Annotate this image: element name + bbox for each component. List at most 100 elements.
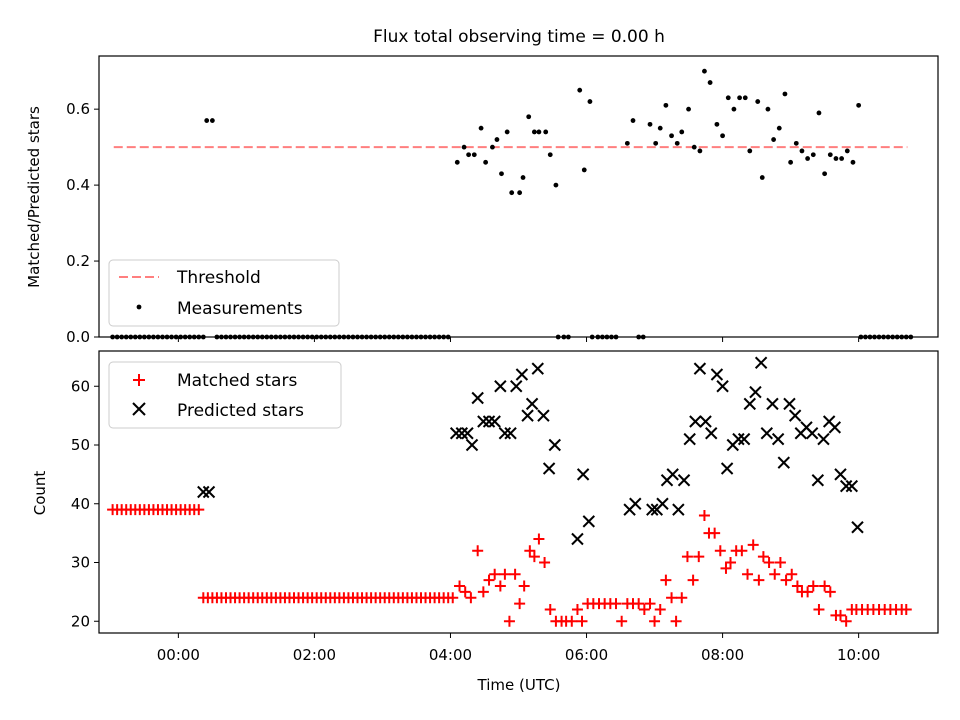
predicted-star-point — [783, 397, 796, 411]
matched-star-point — [791, 580, 803, 592]
measurement-point — [543, 129, 549, 135]
matched-star-point — [693, 551, 705, 563]
measurement-point — [526, 114, 532, 120]
predicted-star-point — [839, 479, 853, 493]
matched-star-point — [654, 604, 666, 615]
measurement-point — [805, 156, 811, 161]
predicted-star-point — [498, 427, 512, 440]
predicted-star-point — [582, 515, 596, 528]
predicted-star-point — [689, 415, 702, 428]
measurement-point — [483, 159, 489, 165]
predicted-star-point — [571, 532, 584, 546]
measurement-point — [742, 95, 748, 101]
matched-star-point — [753, 574, 765, 586]
matched-star-point — [834, 609, 846, 621]
measurement-point — [499, 171, 504, 177]
matched-star-point — [666, 592, 678, 604]
x-tick-label: 04:00 — [429, 646, 472, 664]
predicted-star-point — [488, 415, 501, 428]
bottom-y-axis-label: Count — [31, 471, 49, 516]
matched-star-point — [576, 615, 588, 627]
measurement-point — [674, 140, 680, 146]
matched-star-point — [472, 545, 484, 557]
predicted-star-point — [471, 391, 484, 405]
matched-star-point — [528, 551, 540, 563]
top-y-axis-label: Matched/Predicted stars — [25, 106, 43, 288]
predicted-star-point — [515, 368, 529, 381]
measurement-point — [850, 159, 856, 165]
matched-star-point — [709, 527, 721, 539]
measurement-point — [697, 148, 703, 154]
matched-star-point — [786, 568, 798, 580]
matched-star-point — [769, 568, 781, 580]
matched-star-point — [660, 574, 672, 586]
predicted-star-point — [720, 462, 734, 475]
matched-star-point — [687, 574, 699, 586]
predicted-star-point — [754, 356, 768, 369]
predicted-star-point — [743, 397, 756, 411]
measurement-point — [494, 137, 500, 142]
matched-star-point — [802, 586, 814, 598]
legend-matched-label: Matched stars — [177, 371, 297, 391]
matched-star-point — [499, 568, 511, 580]
measurement-point — [581, 167, 587, 173]
predicted-star-point — [677, 474, 691, 487]
predicted-star-point — [461, 427, 474, 440]
matched-star-point — [483, 574, 495, 586]
bottom-y-ticks: 20 30 40 50 60 — [71, 377, 99, 630]
top-legend: Threshold Measurements — [108, 259, 340, 327]
legend-matched-swatch — [133, 374, 145, 386]
measurement-point — [737, 95, 742, 101]
matched-star-point — [533, 533, 545, 545]
measurement-point — [731, 106, 737, 112]
predicted-star-point — [542, 462, 556, 475]
top-panel: 0.0 0.2 0.4 0.6 Matched/Predicted stars Thr… — [25, 55, 939, 346]
measurement-point — [509, 190, 515, 196]
x-tick-label: 02:00 — [293, 646, 336, 664]
measurement-point — [799, 148, 805, 154]
matched-star-point — [571, 604, 583, 615]
matched-star-point — [518, 580, 530, 592]
matched-star-point — [447, 592, 459, 604]
measurement-point — [536, 129, 542, 135]
predicted-star-point — [548, 438, 561, 452]
measurement-point — [461, 144, 467, 150]
measurement-point — [478, 125, 484, 131]
matched-star-point — [763, 557, 775, 568]
matched-star-point — [780, 574, 792, 586]
y-tick-label: 30 — [71, 554, 90, 572]
predicted-star-point — [705, 427, 718, 440]
predicted-star-point — [693, 362, 707, 375]
matched-star-point — [465, 592, 477, 604]
predicted-star-point — [656, 497, 669, 510]
matched-star-point — [494, 580, 506, 592]
bottom-plot-marks — [107, 356, 912, 627]
top-x-ticks — [177, 337, 860, 342]
predicted-star-point — [629, 497, 642, 510]
measurement-point — [679, 129, 685, 135]
matched-star-point — [610, 598, 622, 610]
matched-star-point — [566, 615, 578, 627]
measurement-point — [587, 99, 593, 104]
predicted-star-point — [504, 427, 517, 440]
measurement-point — [839, 156, 845, 161]
y-tick-label: 20 — [71, 612, 90, 630]
measurement-point — [454, 159, 460, 165]
matched-star-point — [454, 580, 466, 592]
figure-title: Flux total observing time = 0.00 h — [373, 27, 665, 47]
matched-star-point — [544, 604, 556, 615]
predicted-star-point — [510, 380, 523, 393]
bottom-legend: Matched stars Predicted stars — [108, 361, 342, 429]
measurement-point — [782, 91, 788, 97]
matched-star-point — [644, 598, 656, 610]
measurement-point — [471, 152, 477, 158]
predicted-star-point — [449, 427, 463, 440]
matched-star-point — [670, 615, 682, 627]
measurement-point — [630, 118, 636, 123]
matched-star-point — [807, 580, 819, 592]
matched-star-point — [736, 545, 748, 557]
measurement-point — [520, 175, 526, 180]
measurement-point — [669, 133, 674, 139]
x-tick-label: 00:00 — [157, 646, 200, 664]
